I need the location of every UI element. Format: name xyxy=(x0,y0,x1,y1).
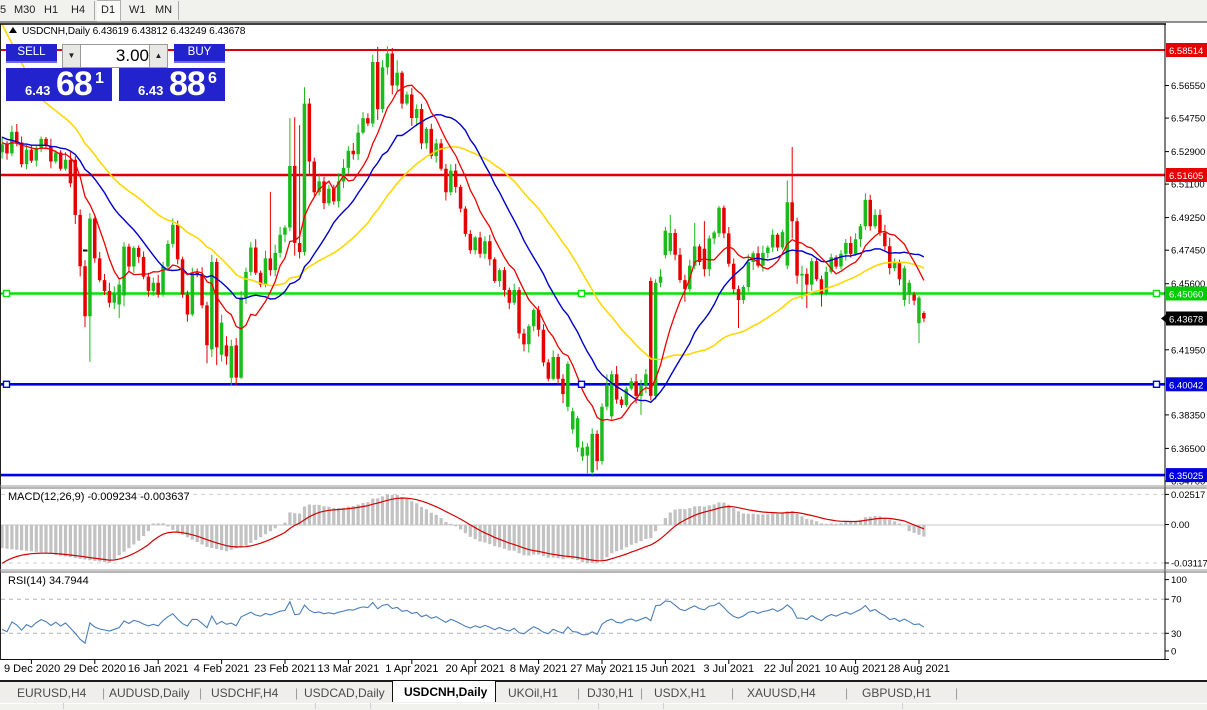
svg-text:27 May 2021: 27 May 2021 xyxy=(570,663,634,675)
svg-text:6.41950: 6.41950 xyxy=(1171,345,1205,356)
svg-text:28 Aug 2021: 28 Aug 2021 xyxy=(888,663,950,675)
svg-text:15 Jun 2021: 15 Jun 2021 xyxy=(635,663,696,675)
svg-text:6.58514: 6.58514 xyxy=(1169,46,1203,57)
svg-text:0.02517: 0.02517 xyxy=(1171,490,1205,501)
svg-text:6.52900: 6.52900 xyxy=(1171,147,1205,158)
svg-text:29 Dec 2020: 29 Dec 2020 xyxy=(64,663,126,675)
svg-text:30: 30 xyxy=(1171,629,1182,640)
svg-text:16 Jan 2021: 16 Jan 2021 xyxy=(128,663,189,675)
svg-text:23 Feb 2021: 23 Feb 2021 xyxy=(254,663,316,675)
svg-text:6.40042: 6.40042 xyxy=(1169,380,1203,391)
svg-text:3 Jul 2021: 3 Jul 2021 xyxy=(703,663,754,675)
svg-text:100: 100 xyxy=(1171,575,1187,586)
svg-text:6.43678: 6.43678 xyxy=(1169,315,1203,326)
svg-text:9 Dec 2020: 9 Dec 2020 xyxy=(4,663,60,675)
svg-text:6.49250: 6.49250 xyxy=(1171,213,1205,224)
svg-text:USDCNH,Daily 6.43619 6.43812: USDCNH,Daily 6.43619 6.43812 6.43249 6.4… xyxy=(22,26,246,37)
svg-text:6.36500: 6.36500 xyxy=(1171,444,1205,455)
svg-text:0: 0 xyxy=(1171,646,1176,657)
svg-text:20 Apr 2021: 20 Apr 2021 xyxy=(446,663,505,675)
svg-text:6.45060: 6.45060 xyxy=(1169,290,1203,301)
svg-text:4 Feb 2021: 4 Feb 2021 xyxy=(194,663,250,675)
svg-text:22 Jul 2021: 22 Jul 2021 xyxy=(764,663,821,675)
svg-text:6.51605: 6.51605 xyxy=(1169,171,1203,182)
svg-text:6.45600: 6.45600 xyxy=(1171,279,1205,290)
svg-text:6.38350: 6.38350 xyxy=(1171,410,1205,421)
svg-text:0.00: 0.00 xyxy=(1171,520,1190,531)
svg-text:10 Aug 2021: 10 Aug 2021 xyxy=(825,663,887,675)
svg-text:6.47450: 6.47450 xyxy=(1171,246,1205,257)
svg-text:8 May 2021: 8 May 2021 xyxy=(510,663,567,675)
svg-text:70: 70 xyxy=(1171,595,1182,606)
svg-text:6.51100: 6.51100 xyxy=(1171,180,1205,191)
svg-text:1 Apr 2021: 1 Apr 2021 xyxy=(385,663,438,675)
svg-text:6.35025: 6.35025 xyxy=(1169,471,1203,482)
svg-text:RSI(14) 34.7944: RSI(14) 34.7944 xyxy=(8,575,89,587)
svg-text:6.56550: 6.56550 xyxy=(1171,81,1205,92)
svg-text:6.54750: 6.54750 xyxy=(1171,114,1205,125)
svg-text:13 Mar 2021: 13 Mar 2021 xyxy=(318,663,380,675)
svg-text:MACD(12,26,9) -0.009234 -0.003: MACD(12,26,9) -0.009234 -0.003637 xyxy=(8,491,190,503)
svg-text:-0.03117: -0.03117 xyxy=(1171,559,1207,570)
